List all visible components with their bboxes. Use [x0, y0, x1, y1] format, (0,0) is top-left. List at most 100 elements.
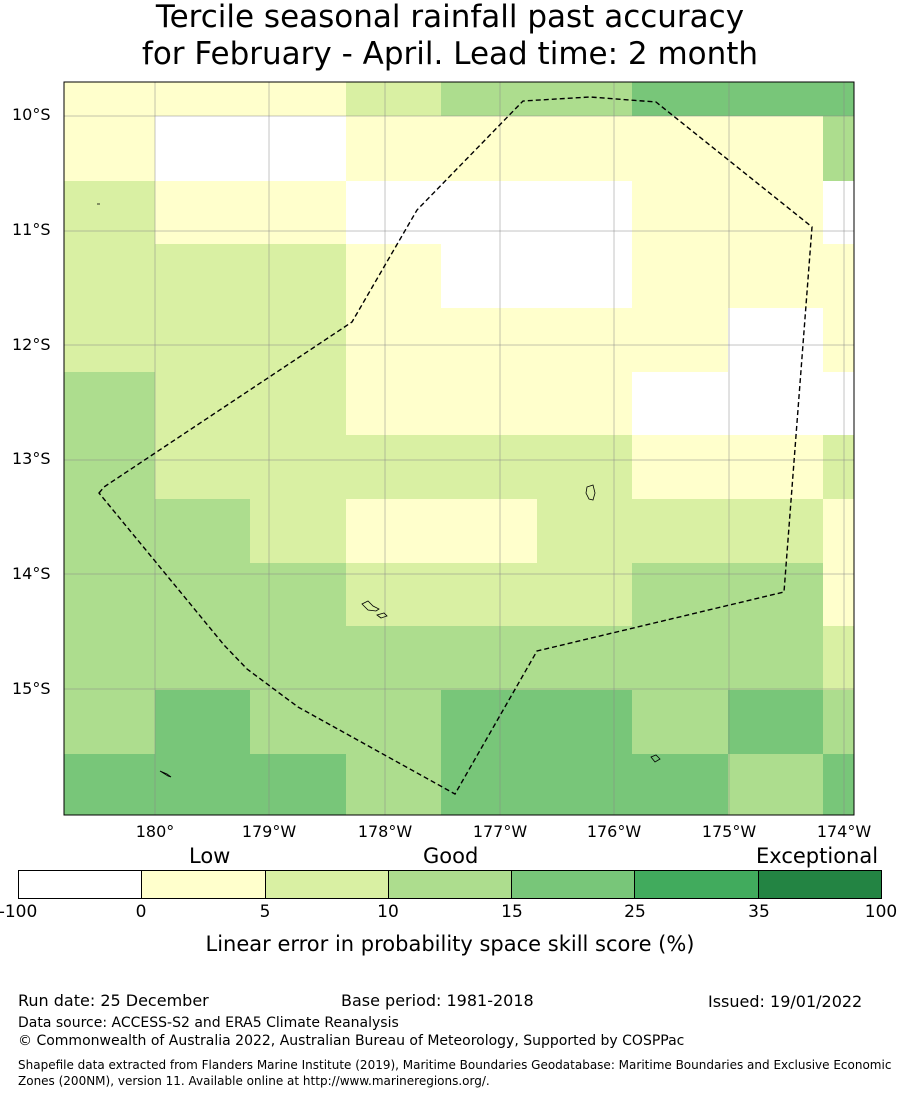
grid-cell: [250, 181, 346, 244]
grid-cell: [346, 372, 441, 435]
grid-cell: [346, 308, 441, 372]
grid-cell: [346, 116, 441, 181]
grid-cell: [64, 499, 155, 563]
grid-cell: [728, 435, 823, 499]
grid-cell: [346, 626, 441, 690]
grid-cell: [632, 499, 728, 563]
grid-cell: [64, 116, 155, 181]
grid-cell: [823, 372, 854, 435]
grid-cell: [632, 563, 728, 626]
grid-cell: [64, 563, 155, 626]
lat-label: 14°S: [12, 564, 51, 583]
copyright: © Commonwealth of Australia 2022, Austra…: [18, 1033, 685, 1049]
grid-cell: [728, 754, 823, 815]
island-shape: [376, 612, 388, 619]
grid-cell: [250, 626, 346, 690]
shapefile-credit: Shapefile data extracted from Flanders M…: [18, 1058, 892, 1088]
grid-cell: [250, 116, 346, 181]
grid-cell: [728, 308, 823, 372]
lon-label: 180°: [135, 822, 175, 841]
graticule: [64, 82, 854, 815]
grid-cell: [155, 244, 250, 308]
lat-label: 12°S: [12, 335, 51, 354]
grid-cell: [250, 372, 346, 435]
grid-cell: [64, 181, 155, 244]
grid-cell: [441, 244, 537, 308]
grid-cell: [823, 499, 854, 563]
grid-cell: [441, 116, 537, 181]
grid-cell: [441, 308, 537, 372]
grid-cell: [632, 754, 728, 815]
grid-cell: [632, 82, 728, 116]
grid-cell: [441, 626, 537, 690]
chart-title-line-1: Tercile seasonal rainfall past accuracy: [155, 0, 745, 35]
grid-cell: [155, 82, 250, 116]
grid-cell: [537, 181, 632, 244]
grid-cell: [441, 372, 537, 435]
grid-cell: [250, 244, 346, 308]
grid-cell: [823, 181, 854, 244]
island-shape: [585, 484, 596, 501]
grid-cell: [155, 563, 250, 626]
grid-cell: [632, 435, 728, 499]
grid-cell: [441, 82, 537, 116]
grid-cell: [537, 435, 632, 499]
grid-cell: [632, 690, 728, 754]
island-shape: [650, 754, 661, 763]
skill-score-grid: [64, 82, 854, 815]
grid-cell: [155, 435, 250, 499]
grid-cell: [823, 626, 854, 690]
grid-cell: [346, 563, 441, 626]
island-shape: [159, 770, 172, 778]
grid-cell: [823, 435, 854, 499]
grid-cell: [728, 244, 823, 308]
grid-cell: [155, 499, 250, 563]
grid-cell: [155, 116, 250, 181]
lat-label: 11°S: [12, 220, 51, 239]
grid-cell: [346, 181, 441, 244]
grid-cell: [346, 435, 441, 499]
grid-cell: [155, 690, 250, 754]
base-period: Base period: 1981-2018: [341, 991, 534, 1010]
colorbar-tick: -100: [0, 902, 38, 922]
grid-cell: [728, 372, 823, 435]
colorbar-segment: [265, 871, 389, 898]
grid-cell: [728, 690, 823, 754]
rainfall-accuracy-map: [63, 81, 855, 816]
lat-label: 13°S: [12, 449, 51, 468]
run-date: Run date: 25 December: [18, 991, 209, 1010]
grid-cell: [823, 754, 854, 815]
grid-cell: [537, 499, 632, 563]
grid-cell: [632, 244, 728, 308]
grid-cell: [441, 563, 537, 626]
colorbar-segment: [758, 871, 881, 898]
grid-cell: [441, 690, 537, 754]
colorbar-tick: 0: [135, 902, 147, 922]
colorbar: [18, 870, 882, 899]
chart-title-line-2: for February - April. Lead time: 2 month: [141, 36, 759, 72]
grid-cell: [64, 690, 155, 754]
lon-label: 174°W: [816, 822, 872, 841]
island-shape: [361, 600, 380, 612]
legend-category-good: Good: [423, 844, 479, 868]
grid-cell: [64, 308, 155, 372]
grid-cell: [728, 82, 854, 116]
grid-cell: [441, 181, 537, 244]
data-source: Data source: ACCESS-S2 and ERA5 Climate …: [18, 1015, 399, 1031]
lon-label: 177°W: [472, 822, 528, 841]
grid-cell: [346, 499, 441, 563]
grid-cell: [728, 116, 823, 181]
grid-cell: [632, 372, 728, 435]
lon-label: 179°W: [241, 822, 297, 841]
legend-category-exceptional: Exceptional: [756, 844, 879, 868]
colorbar-tick: 10: [377, 902, 399, 922]
colorbar-segment: [142, 871, 266, 898]
grid-cell: [537, 563, 632, 626]
eez-boundary-line: [98, 96, 813, 795]
grid-cell: [728, 563, 823, 626]
lon-label: 175°W: [701, 822, 757, 841]
grid-cell: [64, 754, 155, 815]
grid-cell: [441, 499, 537, 563]
grid-cell: [632, 116, 728, 181]
lon-label: 178°W: [357, 822, 413, 841]
